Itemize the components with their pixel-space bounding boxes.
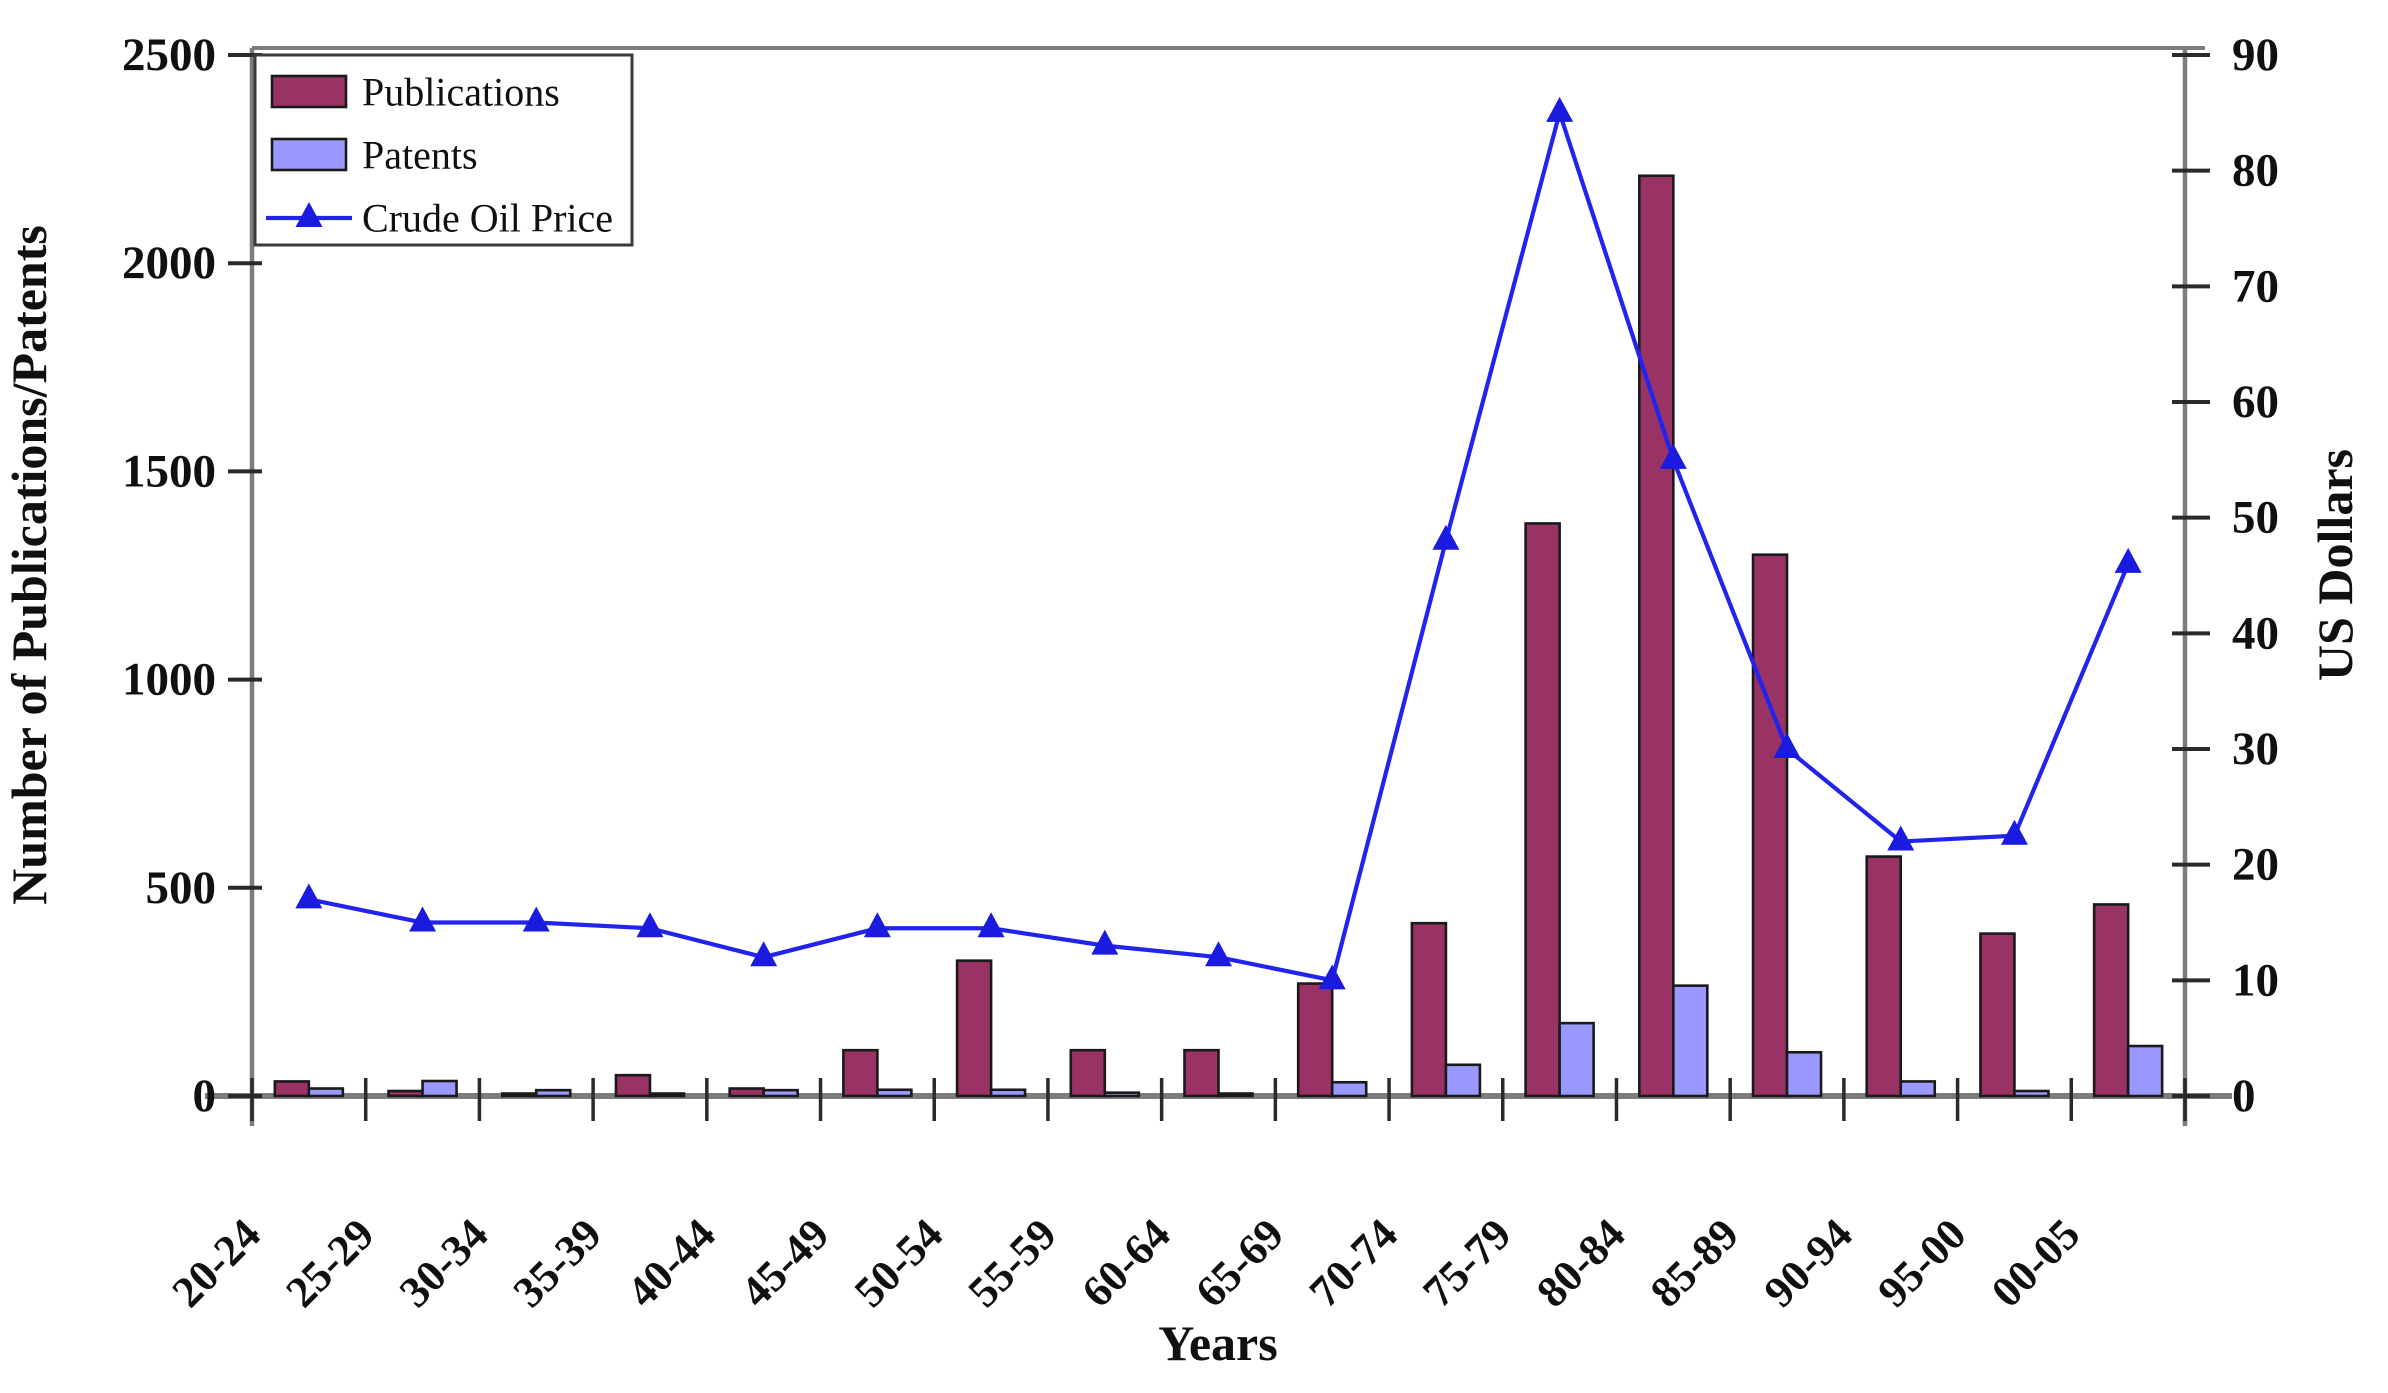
bar-patents-30-34 [534,1088,572,1098]
bar-patents-35-39 [648,1092,686,1098]
crude-oil-price-marker-30-34 [522,906,550,932]
right-axis-tick-label: 20 [2232,839,2279,891]
legend-item: Patents [270,133,478,178]
crude-oil-price-marker-45-49 [863,912,891,938]
crude-oil-price-marker-75-79 [1546,96,1574,122]
legend-triangle-marker [295,202,323,227]
bar-publications-75-79 [1524,522,1561,1098]
left-axis-tick-label: 0 [193,1070,217,1122]
bar-publications-40-44 [728,1087,765,1098]
crude-oil-price-marker-50-54 [977,912,1005,938]
bar-publications-60-64 [1183,1048,1220,1098]
right-axis-tick-label: 80 [2232,145,2279,197]
bar-patents-95-00 [2013,1089,2050,1098]
bar-patents-40-44 [762,1088,799,1098]
crude-oil-price-marker-65-69 [1318,964,1346,990]
bar-publications-90-94 [1865,855,1903,1098]
bar-publications-00-05 [2092,903,2130,1098]
bar-publications-20-24 [273,1080,311,1098]
bar-patents-75-79 [1558,1021,1595,1098]
bar-publications-50-54 [955,959,993,1098]
bar-publications-55-59 [1069,1048,1107,1098]
bar-publications-70-74 [1410,921,1448,1098]
right-axis-tick-label: 90 [2232,29,2279,81]
right-axis-tick-label: 10 [2232,954,2279,1006]
legend-item: Publications [270,70,560,115]
legend-swatch-publications [270,74,348,109]
bar-publications-95-00 [1979,932,2016,1098]
legend-label: Publications [362,70,560,115]
left-axis-tick-label: 2000 [122,237,216,289]
right-axis-tick-label: 30 [2232,723,2279,775]
right-axis-tick-label: 40 [2232,607,2279,659]
crude-oil-price-marker-80-84 [1659,443,1687,469]
bar-patents-50-54 [989,1088,1027,1098]
bar-patents-55-59 [1103,1091,1141,1098]
right-axis-title: US Dollars [2307,449,2363,681]
bar-patents-00-05 [2126,1044,2164,1098]
bar-patents-20-24 [307,1087,345,1098]
right-axis-tick-label: 60 [2232,376,2279,428]
bar-patents-60-64 [1217,1092,1254,1098]
crude-oil-price-marker-95-00 [2000,819,2028,845]
crude-oil-price-marker-00-05 [2114,547,2142,573]
crude-oil-price-marker-70-74 [1432,524,1460,550]
bar-publications-80-84 [1638,174,1675,1098]
legend-swatch-patents [270,137,348,172]
bar-patents-90-94 [1899,1080,1937,1098]
legend-label: Patents [362,133,478,178]
left-axis-title: Number of Publications/Patents [1,225,57,905]
crude-oil-price-marker-35-39 [636,912,664,938]
right-axis-tick-label: 70 [2232,260,2279,312]
right-axis-tick-label: 50 [2232,492,2279,544]
crude-oil-price-marker-20-24 [295,883,323,909]
bar-patents-85-89 [1785,1050,1823,1098]
crude-oil-price-marker-55-59 [1091,929,1119,955]
right-axis-tick-label: 0 [2232,1070,2256,1122]
legend-item: Crude Oil Price [266,196,613,241]
bar-publications-30-34 [500,1092,538,1098]
bar-patents-65-69 [1330,1080,1368,1098]
bar-publications-35-39 [614,1073,652,1098]
bar-publications-45-49 [842,1048,879,1098]
left-axis-tick-label: 2500 [122,29,216,81]
legend-label: Crude Oil Price [362,196,613,241]
crude-oil-price-marker-40-44 [750,941,778,967]
crude-oil-price-marker-25-29 [409,906,437,932]
crude-oil-price-marker-90-94 [1887,825,1915,851]
left-axis-tick-label: 1000 [122,654,216,706]
bar-patents-45-49 [876,1088,913,1098]
left-axis-tick-label: 1500 [122,445,216,497]
bar-publications-25-29 [387,1089,424,1098]
crude-oil-price-marker-85-89 [1773,733,1801,758]
bar-publications-85-89 [1751,553,1789,1098]
crude-oil-price-marker-60-64 [1205,941,1232,967]
left-axis-tick-label: 500 [146,862,217,914]
bar-patents-70-74 [1444,1063,1482,1098]
bar-publications-65-69 [1296,982,1334,1098]
bar-patents-25-29 [421,1079,458,1098]
x-axis-title: Years [1158,1315,1277,1371]
bar-patents-80-84 [1672,984,1709,1098]
legend: Publications Patents Crude Oil Price [253,53,634,247]
